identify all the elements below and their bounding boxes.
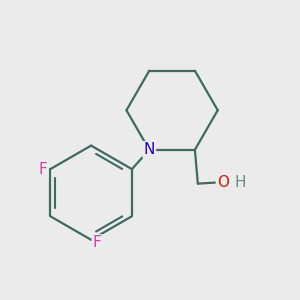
Text: N: N <box>144 142 155 157</box>
Text: F: F <box>93 235 101 250</box>
Text: O: O <box>217 175 229 190</box>
Text: F: F <box>39 162 47 177</box>
Text: H: H <box>235 175 246 190</box>
